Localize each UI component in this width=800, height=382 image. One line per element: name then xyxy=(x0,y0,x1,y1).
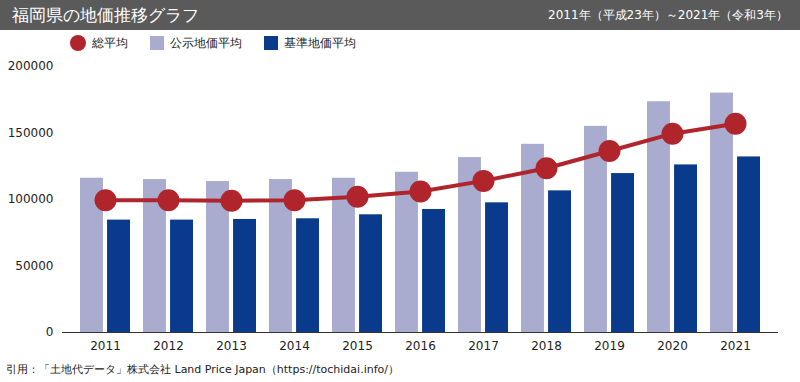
html-text:公示地価平均: 公示地価平均 xyxy=(170,35,242,50)
html-text:福岡県の地価推移グラフ: 福岡県の地価推移グラフ xyxy=(12,4,199,25)
svg-text:100000: 100000 xyxy=(8,192,54,206)
svg-text:2017: 2017 xyxy=(468,339,499,353)
svg-text:2014: 2014 xyxy=(279,339,310,353)
svg-text:2018: 2018 xyxy=(531,339,562,353)
svg-text:200000: 200000 xyxy=(8,59,54,73)
svg-text:2016: 2016 xyxy=(405,339,436,353)
html-text:総平均: 総平均 xyxy=(92,35,128,50)
svg-text:0: 0 xyxy=(46,325,54,339)
html-text:2011年（平成23年）～2021年（令和3年）: 2011年（平成23年）～2021年（令和3年） xyxy=(548,7,788,22)
svg-text:150000: 150000 xyxy=(8,126,54,140)
svg-text:2013: 2013 xyxy=(216,339,247,353)
svg-text:2012: 2012 xyxy=(153,339,184,353)
svg-text:2021: 2021 xyxy=(720,339,751,353)
svg-text:2020: 2020 xyxy=(657,339,688,353)
html-text:基準地価平均: 基準地価平均 xyxy=(284,35,356,50)
svg-text:2011: 2011 xyxy=(90,339,121,353)
svg-text:2015: 2015 xyxy=(342,339,373,353)
svg-text:2019: 2019 xyxy=(594,339,625,353)
html-text:引用：「土地代データ」株式会社 Land Price Jap: 引用：「土地代データ」株式会社 Land Price Japan（https:/… xyxy=(6,363,399,376)
svg-text:50000: 50000 xyxy=(15,259,53,273)
